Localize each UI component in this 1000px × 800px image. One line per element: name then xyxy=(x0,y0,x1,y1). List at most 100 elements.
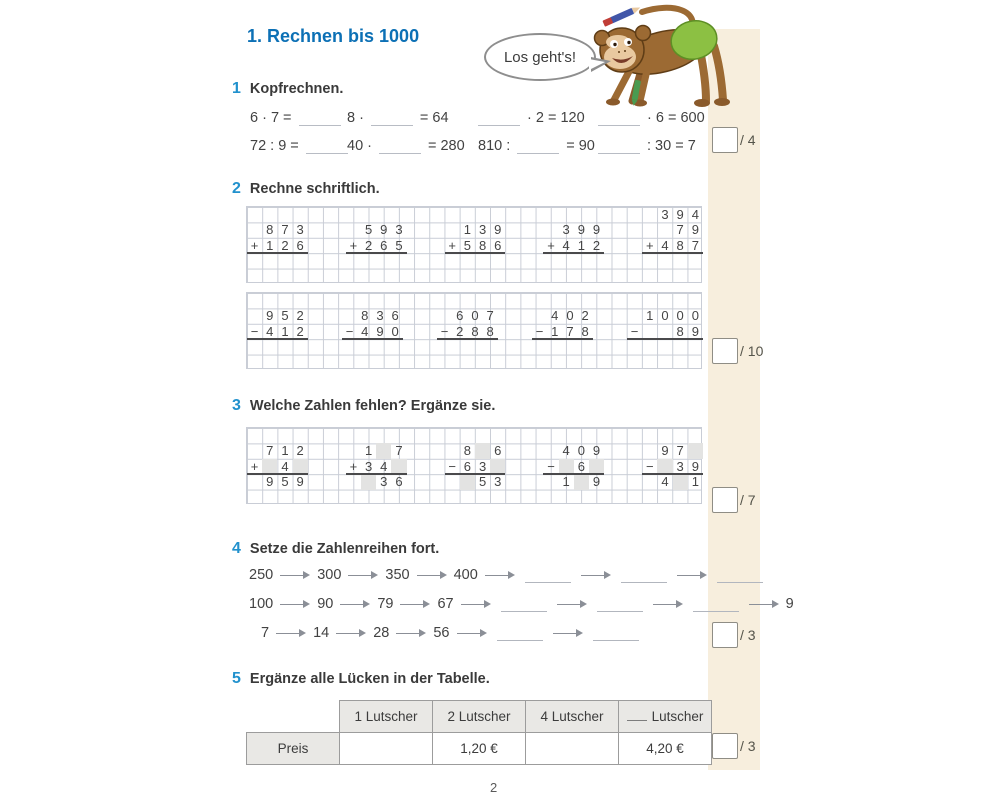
answer-blank[interactable] xyxy=(598,138,640,154)
sequence-blank[interactable] xyxy=(592,626,639,641)
answer-cell[interactable] xyxy=(627,339,642,354)
equation-text: = 64 xyxy=(419,110,449,126)
sequence-number: 350 xyxy=(385,567,410,583)
grid-cell xyxy=(247,443,262,458)
price-input-cell[interactable] xyxy=(339,732,433,765)
answer-cell[interactable] xyxy=(490,253,505,268)
missing-digit-cell[interactable] xyxy=(657,458,673,475)
grid-cell xyxy=(483,293,498,308)
operator-cell: − xyxy=(645,458,654,474)
answer-blank[interactable] xyxy=(517,138,560,154)
score-input-box[interactable] xyxy=(712,127,738,153)
sequence-blank[interactable] xyxy=(620,568,667,583)
missing-digit-cell[interactable] xyxy=(292,458,308,475)
answer-blank[interactable] xyxy=(298,110,341,126)
answer-cell[interactable] xyxy=(342,339,357,354)
missing-digit-cell[interactable] xyxy=(391,458,407,475)
answer-blank[interactable] xyxy=(478,110,520,126)
answer-cell[interactable] xyxy=(547,339,562,354)
answer-cell[interactable] xyxy=(673,253,688,268)
answer-cell[interactable] xyxy=(578,339,593,354)
grid-cell xyxy=(293,428,308,443)
answer-cell[interactable] xyxy=(642,474,657,489)
sequence-blank[interactable] xyxy=(692,597,739,612)
answer-cell[interactable] xyxy=(361,253,376,268)
header-blank[interactable] xyxy=(626,710,647,721)
answer-cell[interactable] xyxy=(543,474,558,489)
grid-cell xyxy=(293,293,308,308)
grid-cell xyxy=(532,308,547,323)
digit-cell: 3 xyxy=(395,222,403,238)
sequence-blank[interactable] xyxy=(524,568,571,583)
answer-cell[interactable] xyxy=(247,339,262,354)
answer-cell[interactable] xyxy=(673,339,688,354)
answer-cell[interactable] xyxy=(452,339,467,354)
score-input-box[interactable] xyxy=(712,733,738,759)
missing-digit-cell[interactable] xyxy=(687,443,703,459)
answer-blank[interactable] xyxy=(598,110,640,126)
score-input-box[interactable] xyxy=(712,487,738,513)
answer-cell[interactable] xyxy=(346,253,361,268)
answer-cell[interactable] xyxy=(247,253,262,268)
answer-cell[interactable] xyxy=(388,339,403,354)
answer-cell[interactable] xyxy=(562,339,577,354)
missing-digit-cell[interactable] xyxy=(558,458,574,475)
sequence-blank[interactable] xyxy=(500,597,547,612)
answer-cell[interactable] xyxy=(293,339,308,354)
answer-blank[interactable] xyxy=(379,138,421,154)
equation-text: 72 : 9 = xyxy=(250,138,299,154)
missing-digit-cell[interactable] xyxy=(672,474,688,490)
answer-cell[interactable] xyxy=(483,339,498,354)
answer-cell[interactable] xyxy=(574,253,589,268)
missing-digit-cell[interactable] xyxy=(459,474,475,490)
answer-cell[interactable] xyxy=(376,253,391,268)
answer-cell[interactable] xyxy=(688,253,703,268)
sequence-number: 90 xyxy=(317,596,334,612)
answer-blank[interactable] xyxy=(305,138,348,154)
arrow-icon xyxy=(580,568,611,582)
answer-cell[interactable] xyxy=(262,253,277,268)
answer-cell[interactable] xyxy=(467,339,482,354)
missing-digit-cell[interactable] xyxy=(490,458,506,475)
answer-cell[interactable] xyxy=(277,339,292,354)
answer-cell[interactable] xyxy=(357,339,372,354)
answer-cell[interactable] xyxy=(642,339,657,354)
digit-cell: 4 xyxy=(380,458,388,474)
missing-digit-cell[interactable] xyxy=(360,474,377,490)
sequence-blank[interactable] xyxy=(496,626,543,641)
answer-cell[interactable] xyxy=(532,339,547,354)
answer-cell[interactable] xyxy=(657,253,672,268)
answer-cell[interactable] xyxy=(445,253,460,268)
grid-cell xyxy=(589,207,604,222)
answer-cell[interactable] xyxy=(391,253,406,268)
price-input-cell[interactable] xyxy=(525,732,619,765)
answer-cell[interactable] xyxy=(657,339,672,354)
answer-cell[interactable] xyxy=(262,339,277,354)
answer-cell[interactable] xyxy=(543,253,558,268)
missing-digit-cell[interactable] xyxy=(474,443,491,459)
score-input-box[interactable] xyxy=(712,338,738,364)
answer-cell[interactable] xyxy=(277,253,292,268)
answer-cell[interactable] xyxy=(642,253,657,268)
grid-row xyxy=(247,293,308,308)
answer-cell[interactable] xyxy=(293,253,308,268)
missing-digit-cell[interactable] xyxy=(573,474,589,490)
answer-cell[interactable] xyxy=(475,253,490,268)
score-input-box[interactable] xyxy=(712,622,738,648)
answer-cell[interactable] xyxy=(460,253,475,268)
sequence-blank[interactable] xyxy=(596,597,643,612)
sequence-blank[interactable] xyxy=(716,568,763,583)
answer-cell[interactable] xyxy=(346,474,361,489)
answer-cell[interactable] xyxy=(372,339,387,354)
answer-cell[interactable] xyxy=(688,339,703,354)
missing-digit-cell[interactable] xyxy=(376,443,392,459)
answer-cell[interactable] xyxy=(437,339,452,354)
answer-cell[interactable] xyxy=(247,474,262,489)
missing-digit-cell[interactable] xyxy=(262,458,278,475)
answer-cell[interactable] xyxy=(559,253,574,268)
answer-cell[interactable] xyxy=(589,253,604,268)
missing-digit-cell[interactable] xyxy=(588,458,605,475)
answer-cell[interactable] xyxy=(445,474,460,489)
answer-blank[interactable] xyxy=(370,110,413,126)
